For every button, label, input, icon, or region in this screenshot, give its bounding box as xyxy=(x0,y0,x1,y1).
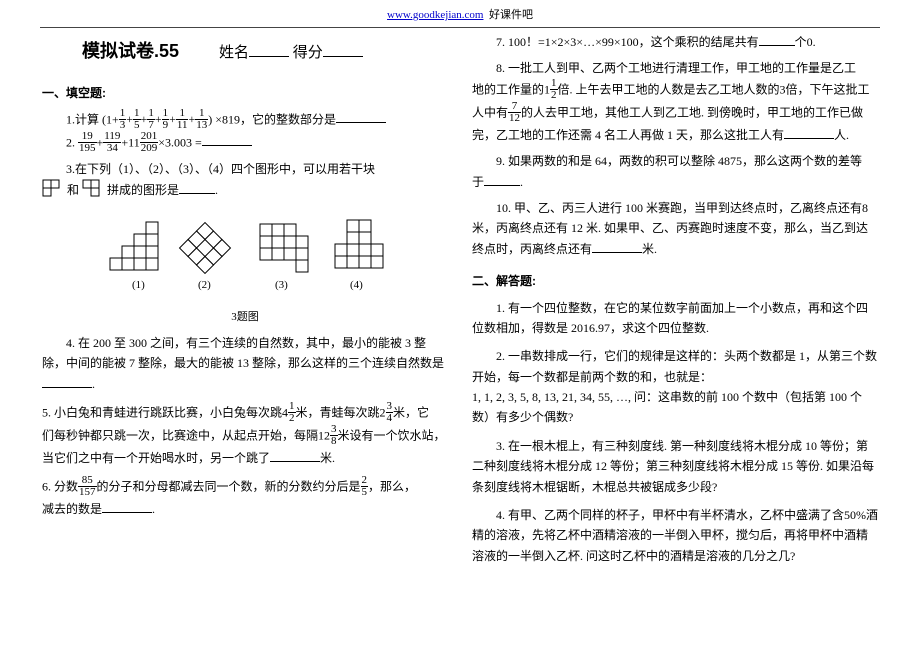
header-rule xyxy=(40,27,880,28)
paper-title: 模拟试卷.55 xyxy=(82,36,179,67)
q8d: 完，乙工地的工作还需 4 名工人再做 1 天，那么这批工人有人. xyxy=(472,125,878,145)
q10: 10. 甲、乙、丙三人进行 100 米赛跑，当甲到达终点时，乙离终点还有8 米，… xyxy=(472,198,878,259)
a3: 3. 在一根木棍上，有三种刻度线. 第一种刻度线将木棍分成 10 等份；第二种刻… xyxy=(472,436,878,497)
a2b: 1, 1, 2, 3, 5, 8, 13, 21, 34, 55, …, 问：这… xyxy=(472,387,878,428)
q8b: 地的工作量的112倍. 上午去甲工地的人数是去乙工地人数的3倍，下午这批工 xyxy=(472,79,878,102)
q9: 9. 如果两数的和是 64，两数的积可以整除 4875，那么这两个数的差等 xyxy=(472,151,878,171)
fig-label-2: (2) xyxy=(198,279,211,291)
q4: 4. 在 200 至 300 之间，有三个连续的自然数，其中，最小的能被 3 整… xyxy=(42,333,448,394)
q7: 7. 100！=1×2×3×…×99×100，这个乘积的结尾共有个0. xyxy=(472,32,878,52)
q6: 6. 分数85157的分子和分母都减去同一个数，新的分数约分后是25，那么， 减… xyxy=(42,476,448,519)
q2: 2. 19195+11934+11201209×3.003 = xyxy=(42,132,448,155)
left-column: 模拟试卷.55 姓名 得分 一、填空题: 1.计算 (1+13+15+17+19… xyxy=(30,32,460,566)
a2: 2. 一串数排成一行，它们的规律是这样的：头两个数都是 1，从第三个数开始，每一… xyxy=(472,346,878,387)
q3-line2: 和 拼成的图形是. xyxy=(42,179,448,203)
score-label: 得分 xyxy=(293,45,323,61)
tile-a-icon xyxy=(42,179,64,197)
a4: 4. 有甲、乙两个同样的杯子，甲杯中有半杯清水，乙杯中盛满了含50%酒精的溶液，… xyxy=(472,505,878,566)
name-score: 姓名 得分 xyxy=(219,41,363,67)
q5: 5. 小白兔和青蛙进行跳跃比赛，小白兔每次跳412米，青蛙每次跳234米，它 们… xyxy=(42,402,448,468)
fig-label-3: (3) xyxy=(275,279,288,291)
q1: 1.计算 (1+13+15+17+19+111+113) ×819，它的整数部分… xyxy=(42,109,448,132)
section-2-heading: 二、解答题: xyxy=(472,271,878,291)
fig-label-1: (1) xyxy=(132,279,145,291)
name-label: 姓名 xyxy=(219,45,249,61)
right-column: 7. 100！=1×2×3×…×99×100，这个乘积的结尾共有个0. 8. 一… xyxy=(460,32,890,566)
q3-figure: (1) (2) (3) (4) 3题图 xyxy=(42,210,448,327)
section-1-heading: 一、填空题: xyxy=(42,83,448,103)
a1: 1. 有一个四位整数，在它的某位数字前面加上一个小数点，再和这个四位数相加，得数… xyxy=(472,298,878,339)
q9b: 于. xyxy=(472,172,878,192)
header-site: 好课件吧 xyxy=(489,9,533,21)
q8: 8. 一批工人到甲、乙两个工地进行清理工作，甲工地的工作量是乙工 xyxy=(472,58,878,78)
fig-caption: 3题图 xyxy=(42,308,448,327)
fig-label-4: (4) xyxy=(350,279,363,291)
q3-line1: 3.在下列（1）、（2）、（3）、（4）四个图形中，可以用若干块 xyxy=(42,159,448,179)
page-header: www.goodkejian.com 好课件吧 xyxy=(0,0,920,25)
tile-b-icon xyxy=(82,179,104,197)
q8c: 人中有712的人去甲工地，其他工人到乙工地. 到傍晚时，甲工地的工作已做 xyxy=(472,102,878,125)
header-link[interactable]: www.goodkejian.com xyxy=(387,9,483,21)
